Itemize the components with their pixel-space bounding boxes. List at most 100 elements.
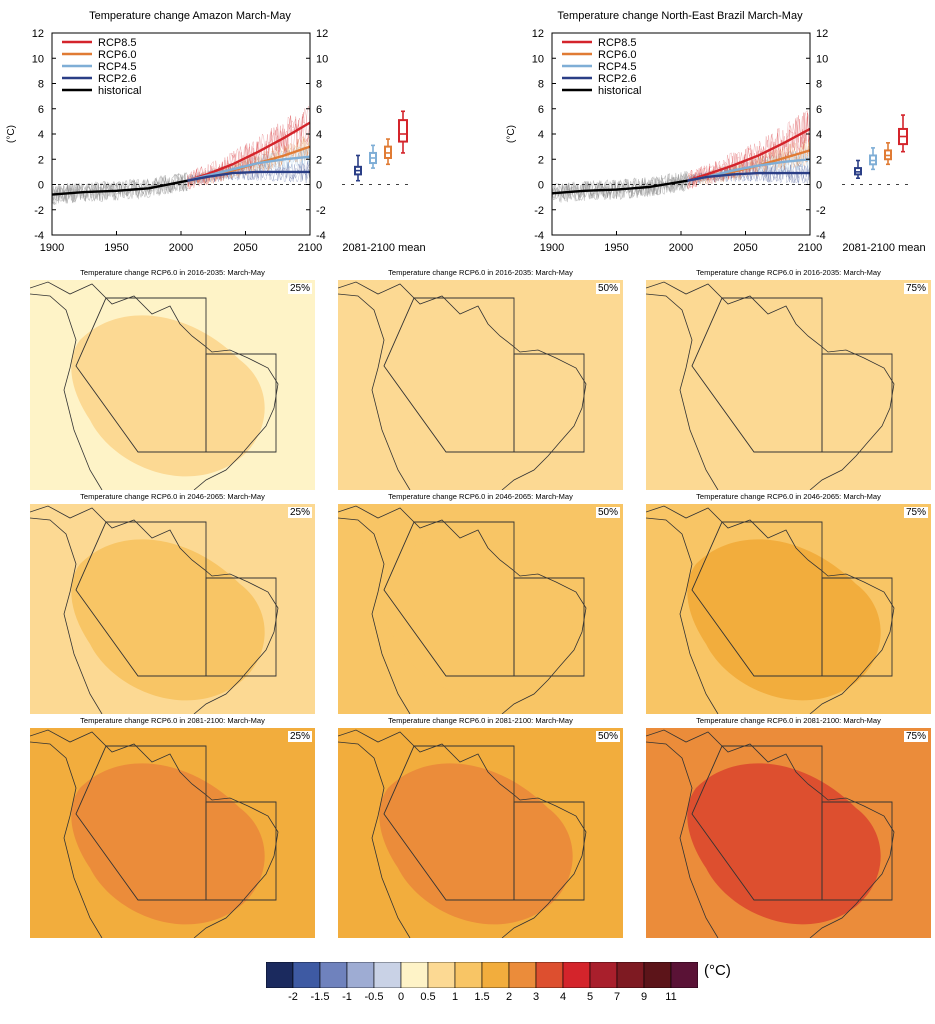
y-tick-label: 0 xyxy=(538,180,544,192)
map-warming-field xyxy=(71,315,265,477)
y-tick-label: 6 xyxy=(538,104,544,116)
map-panel: Temperature change RCP6.0 in 2081-2100: … xyxy=(30,716,315,938)
map-region-ne-brazil xyxy=(205,353,277,453)
historical-ensemble-member xyxy=(551,175,688,202)
colorbar-swatch xyxy=(535,962,564,988)
colorbar-tick-label: -0.5 xyxy=(364,991,384,1003)
x-tick-label: 1950 xyxy=(604,242,628,254)
map-title: Temperature change RCP6.0 in 2081-2100: … xyxy=(696,716,881,725)
colorbar-swatch xyxy=(643,962,672,988)
legend-label-historical: historical xyxy=(598,85,641,97)
map-coastline xyxy=(646,729,895,938)
map-region-ne-brazil xyxy=(205,577,277,677)
y-tick-label-right: 6 xyxy=(816,104,822,116)
map-percentile-label: 25% xyxy=(287,507,312,518)
y-tick-label-right: -2 xyxy=(316,205,326,217)
colorbar-tick-label: 0 xyxy=(397,991,405,1003)
map-coastline-west xyxy=(30,293,103,490)
map-svg xyxy=(338,504,623,714)
map-warming-field xyxy=(379,539,573,701)
x-tick-label: 2000 xyxy=(669,242,693,254)
map-svg xyxy=(646,280,931,490)
map-box: 50% xyxy=(338,280,623,490)
y-tick-label-right: 12 xyxy=(316,28,328,40)
y-tick-label-right: -2 xyxy=(816,205,826,217)
map-coastline xyxy=(646,505,895,714)
map-title: Temperature change RCP6.0 in 2016-2035: … xyxy=(388,268,573,277)
colorbar-tick-label: 1 xyxy=(451,991,459,1003)
y-tick-label: 2 xyxy=(38,154,44,166)
map-warming-field xyxy=(687,315,881,477)
map-region-amazon xyxy=(691,745,823,901)
map-region-ne-brazil xyxy=(513,801,585,901)
map-percentile-label: 75% xyxy=(903,731,928,742)
series-line-rcp26 xyxy=(187,170,310,182)
colorbar-swatch xyxy=(319,962,348,988)
map-region-amazon xyxy=(691,521,823,677)
y-tick-label-right: 8 xyxy=(816,79,822,91)
y-tick-label-right: -4 xyxy=(316,230,326,242)
y-tick-label-right: 4 xyxy=(816,129,822,141)
map-box: 25% xyxy=(30,728,315,938)
y-tick-label: 10 xyxy=(32,53,44,65)
colorbar-tick-label: 3 xyxy=(532,991,540,1003)
map-percentile-label: 50% xyxy=(595,283,620,294)
boxplot-axis-label: 2081-2100 mean xyxy=(342,242,425,254)
y-tick-label: 10 xyxy=(532,53,544,65)
map-region-amazon xyxy=(75,297,207,453)
ensemble-member-rcp85 xyxy=(687,110,811,190)
chart-title-amazon: Temperature change Amazon March-May xyxy=(89,10,291,22)
colorbar-tick-label: -2 xyxy=(288,991,298,1003)
map-title: Temperature change RCP6.0 in 2016-2035: … xyxy=(696,268,881,277)
map-coastline-west xyxy=(30,517,103,714)
y-tick-label: 4 xyxy=(38,129,44,141)
y-tick-label-right: 6 xyxy=(316,104,322,116)
map-box: 75% xyxy=(646,504,931,714)
legend-label-rcp85: RCP8.5 xyxy=(598,37,637,49)
y-tick-label: 0 xyxy=(38,180,44,192)
y-tick-label: 12 xyxy=(32,28,44,40)
y-tick-label-right: 0 xyxy=(816,180,822,192)
map-region-amazon xyxy=(691,297,823,453)
series-line-rcp26 xyxy=(687,171,810,182)
map-warming-field xyxy=(687,763,881,925)
map-region-amazon xyxy=(383,297,515,453)
x-tick-label: 1900 xyxy=(540,242,564,254)
map-title: Temperature change RCP6.0 in 2081-2100: … xyxy=(80,716,265,725)
y-tick-label: -4 xyxy=(34,230,44,242)
y-tick-label-right: 8 xyxy=(316,79,322,91)
legend-label-rcp85: RCP8.5 xyxy=(98,37,137,49)
map-region-amazon xyxy=(75,521,207,677)
x-tick-label: 2000 xyxy=(169,242,193,254)
map-svg xyxy=(646,504,931,714)
map-coastline xyxy=(30,505,279,714)
series-line-rcp85 xyxy=(687,127,811,182)
map-title: Temperature change RCP6.0 in 2046-2065: … xyxy=(696,492,881,501)
y-tick-label-right: -4 xyxy=(816,230,826,242)
map-coastline-west xyxy=(338,293,411,490)
legend-label-rcp60: RCP6.0 xyxy=(598,49,637,61)
y-tick-label: -4 xyxy=(534,230,544,242)
y-tick-label-right: 10 xyxy=(816,53,828,65)
ensemble-member-rcp26 xyxy=(687,163,811,186)
map-region-ne-brazil xyxy=(205,801,277,901)
map-svg xyxy=(30,728,315,938)
map-box: 50% xyxy=(338,728,623,938)
map-region-amazon xyxy=(75,745,207,901)
colorbar-swatch xyxy=(373,962,402,988)
map-panel: Temperature change RCP6.0 in 2081-2100: … xyxy=(338,716,623,938)
colorbar-tick-label: 1.5 xyxy=(474,991,490,1003)
map-coastline xyxy=(646,281,895,490)
x-tick-label: 1900 xyxy=(40,242,64,254)
y-tick-label-right: 12 xyxy=(816,28,828,40)
map-coastline xyxy=(30,281,279,490)
x-tick-label: 1950 xyxy=(104,242,128,254)
map-percentile-label: 25% xyxy=(287,283,312,294)
map-panel: Temperature change RCP6.0 in 2046-2065: … xyxy=(646,492,931,714)
colorbar-swatch xyxy=(481,962,510,988)
map-coastline-west xyxy=(338,741,411,938)
colorbar-tick-label: 5 xyxy=(586,991,594,1003)
map-region-ne-brazil xyxy=(821,801,893,901)
map-coastline-west xyxy=(646,293,719,490)
historical-ensemble-member xyxy=(551,172,688,202)
